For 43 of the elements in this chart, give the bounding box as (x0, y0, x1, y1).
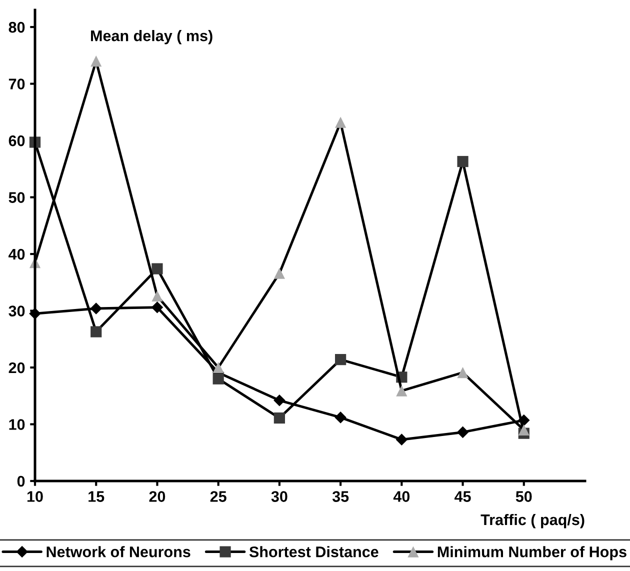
y-tick-label: 10 (9, 419, 25, 430)
point (151, 301, 164, 314)
legend-label: Shortest Distance (249, 546, 378, 558)
point (152, 263, 163, 274)
legend-label: Minimum Number of Hops (438, 546, 626, 560)
point (274, 412, 285, 424)
x-tick-label: 50 (516, 491, 532, 502)
y-tick-label: 80 (8, 22, 25, 33)
x-tick-label: 40 (393, 491, 410, 502)
x-tick-label: 30 (271, 491, 288, 502)
x-tick-label: 35 (332, 491, 349, 502)
y-tick-label: 30 (8, 306, 25, 316)
point (335, 354, 346, 366)
point (90, 302, 102, 314)
y-tick-label: 0 (17, 476, 25, 487)
point (274, 268, 285, 279)
x-tick-label: 45 (454, 491, 471, 502)
x-tick-label: 10 (27, 491, 43, 502)
point (396, 434, 408, 446)
point (396, 385, 408, 396)
y-tick-label: 70 (8, 78, 25, 90)
point (212, 373, 224, 384)
point (518, 424, 530, 436)
point (90, 326, 102, 338)
y-tick-label: 60 (8, 135, 25, 146)
x-tick-label: 20 (149, 491, 166, 502)
point (90, 56, 102, 67)
point (335, 116, 346, 128)
point (152, 290, 163, 302)
x-tick-label: 25 (210, 491, 226, 502)
point (334, 412, 346, 424)
y-tick-label: 40 (8, 248, 25, 260)
y-tick-label: 20 (8, 362, 25, 374)
point (456, 426, 469, 438)
y-tick-label: 50 (8, 192, 25, 203)
x-axis-title: Traffic ( paq/s) (480, 514, 584, 528)
legend-label: Network of Neurons (46, 546, 190, 558)
point (212, 362, 224, 374)
y-axis-title: Mean delay ( ms) (91, 30, 212, 44)
point (457, 156, 468, 168)
point (274, 394, 286, 406)
x-tick-label: 15 (88, 491, 104, 502)
point (457, 367, 468, 378)
